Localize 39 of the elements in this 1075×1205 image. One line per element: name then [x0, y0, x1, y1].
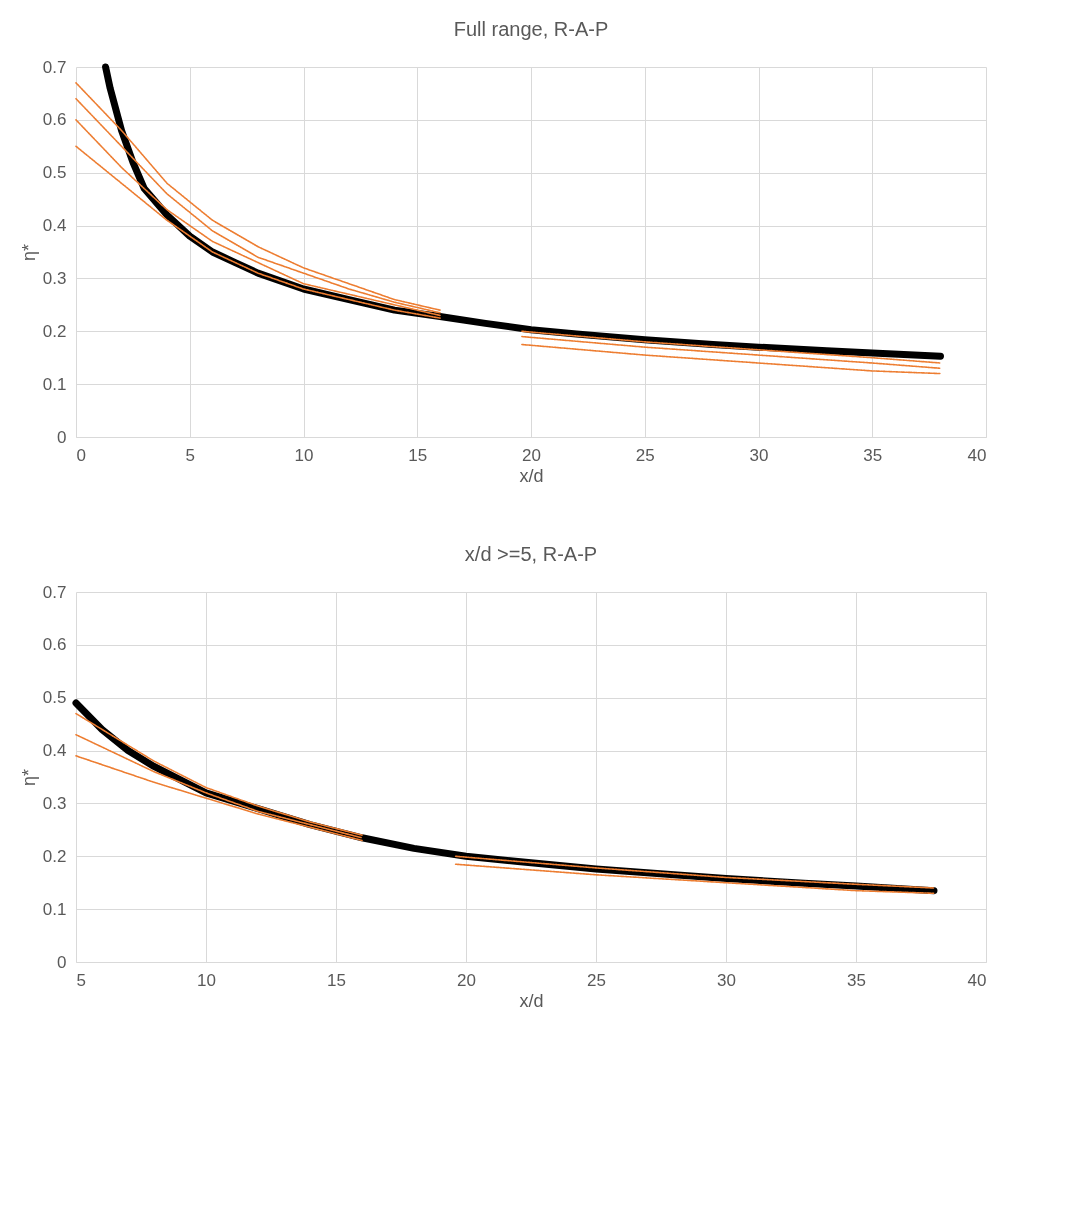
y-tick-label: 0.2: [42, 321, 67, 341]
y-tick-label: 0.3: [42, 268, 67, 288]
x-tick-label: 5: [185, 445, 195, 465]
x-tick-label: 20: [457, 970, 476, 990]
y-axis-title: η*: [18, 243, 39, 262]
x-tick-label: 40: [967, 970, 987, 990]
x-tick-label: 35: [863, 445, 883, 465]
y-tick-label: 0.6: [42, 110, 67, 130]
x-tick-label: 30: [717, 970, 736, 990]
x-tick-label: 20: [522, 445, 541, 465]
x-tick-label: 10: [197, 970, 216, 990]
x-tick-label: 35: [847, 970, 866, 990]
y-tick-label: 0.2: [42, 846, 67, 866]
chart-title: Full range, R-A-P: [453, 18, 609, 40]
x-tick-label: 15: [408, 445, 428, 465]
y-tick-label: 0.5: [42, 688, 67, 708]
chart-title: x/d >=5, R-A-P: [464, 543, 598, 565]
y-tick-label: 0.7: [42, 57, 67, 77]
y-tick-label: 0.3: [42, 793, 67, 813]
x-tick-label: 10: [294, 445, 314, 465]
y-tick-label: 0: [57, 427, 67, 447]
x-tick-label: 25: [587, 970, 606, 990]
y-tick-label: 0.1: [42, 899, 67, 919]
y-tick-label: 0.1: [42, 374, 67, 394]
x-axis-title: x/d: [519, 990, 544, 1011]
x-tick-label: 0: [76, 445, 86, 465]
y-tick-label: 0: [57, 952, 67, 972]
y-tick-label: 0.7: [42, 582, 67, 602]
x-tick-label: 25: [635, 445, 655, 465]
x-tick-label: 15: [327, 970, 346, 990]
x-tick-label: 40: [967, 445, 987, 465]
y-tick-label: 0.4: [42, 216, 67, 236]
y-tick-label: 0.5: [42, 163, 67, 183]
x-tick-label: 30: [749, 445, 769, 465]
y-tick-label: 0.4: [42, 741, 67, 761]
y-tick-label: 0.6: [42, 635, 67, 655]
x-tick-label: 5: [76, 970, 86, 990]
y-axis-title: η*: [18, 768, 39, 787]
x-axis-title: x/d: [519, 465, 544, 486]
